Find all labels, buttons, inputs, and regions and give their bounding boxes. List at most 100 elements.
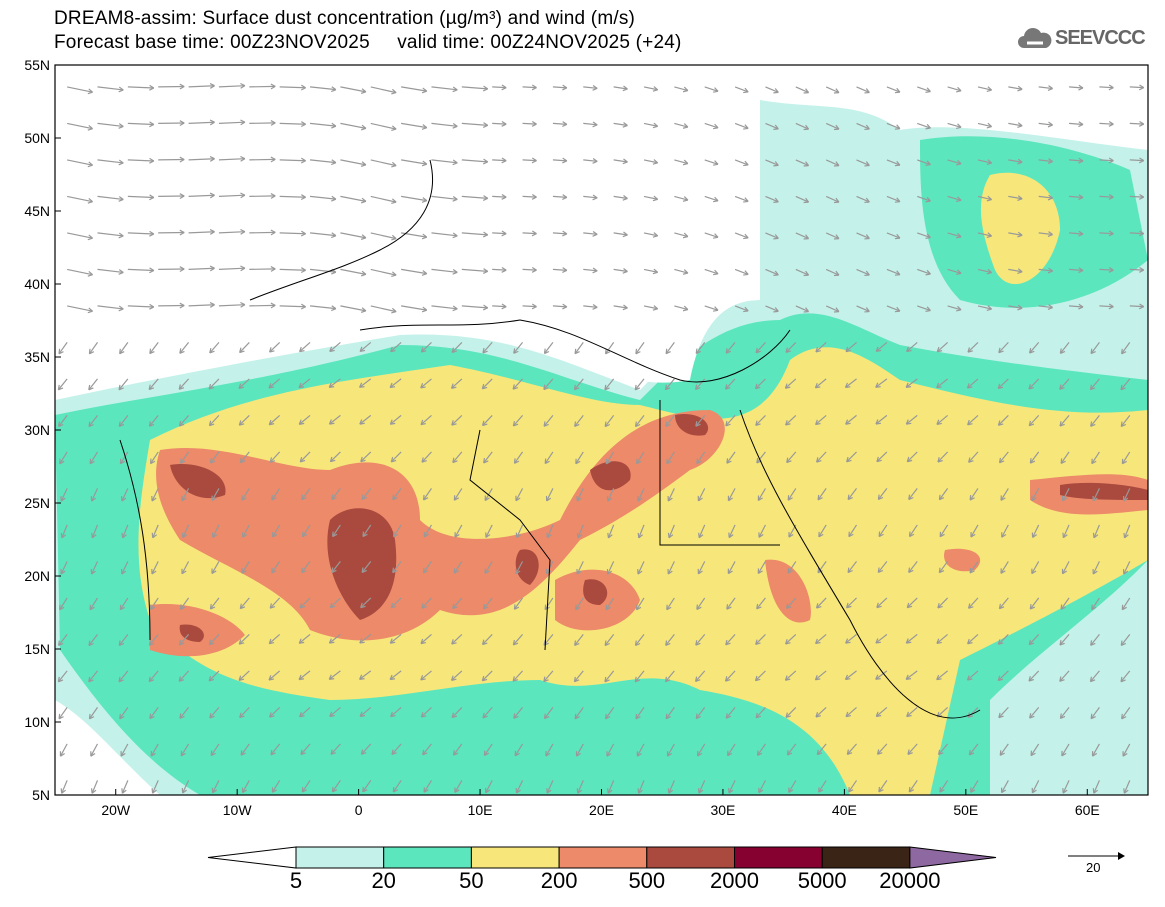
wind-arrow (522, 157, 537, 164)
wind-arrow (814, 670, 827, 681)
dust-fields (55, 65, 1148, 795)
wind-arrow (694, 670, 706, 683)
wind-arrow (91, 524, 99, 539)
wind-arrow (238, 378, 250, 390)
wind-arrow (309, 195, 337, 202)
lat-label: 55N (24, 57, 50, 73)
lon-label: 0 (355, 802, 363, 818)
wind-arrow (513, 597, 524, 610)
wind-arrow (482, 342, 493, 354)
wind-arrow (757, 488, 766, 501)
wind-arrow (361, 488, 372, 501)
wind-arrow (1060, 597, 1070, 610)
wind-arrow (1059, 707, 1070, 719)
wind-arrow (696, 597, 706, 611)
colorbar-label: 5 (289, 868, 303, 893)
wind-arrow (392, 780, 402, 793)
wind-arrow (150, 743, 159, 757)
wind-arrow (392, 561, 402, 574)
wind-arrow (697, 743, 706, 757)
wind-arrow (301, 780, 311, 793)
wind-arrow (917, 195, 931, 203)
wind-arrow (818, 780, 827, 793)
wind-arrow (390, 341, 402, 353)
colorbar-label: 50 (459, 868, 484, 893)
wind-arrow (815, 414, 827, 426)
wind-arrow (725, 707, 736, 719)
wind-arrow (328, 633, 341, 644)
colorbar-label: 200 (540, 868, 578, 893)
wind-arrow (484, 561, 493, 574)
wind-arrow (453, 561, 463, 574)
wind-arrow (59, 451, 68, 465)
wind-arrow (454, 780, 463, 794)
wind-arrow (485, 780, 493, 794)
wind-arrow (522, 303, 537, 310)
wind-arrow (758, 524, 766, 538)
wind-arrow (728, 524, 736, 539)
colorbar-lower-extend (207, 846, 297, 869)
wind-arrow (242, 524, 250, 538)
wind-arrow (605, 597, 615, 611)
colorbar-swatch (646, 846, 735, 869)
wind-arrow (613, 194, 628, 201)
wind-arrow (268, 378, 281, 389)
wind-arrow (977, 86, 993, 92)
wind-arrow (1123, 524, 1131, 539)
wind-arrow (179, 707, 190, 719)
wind-arrow (917, 268, 931, 276)
wind-arrow (89, 451, 99, 465)
wind-arrow (67, 159, 93, 168)
colorbar-swatch (734, 846, 823, 869)
wind-arrow (845, 633, 857, 644)
wind-arrow (574, 707, 584, 720)
wind-arrow (309, 122, 337, 129)
wind-arrow (97, 122, 124, 129)
wind-arrow (936, 378, 948, 389)
colorbar-swatch (558, 846, 648, 869)
wind-arrow (643, 159, 659, 165)
wind-arrow (543, 342, 554, 355)
wind-arrow (60, 488, 68, 502)
wind-arrow (552, 194, 568, 200)
wind-arrow (149, 707, 159, 720)
wind-arrow (218, 265, 246, 272)
wind-arrow (309, 305, 337, 312)
wind-arrow (401, 268, 428, 276)
wind-arrow (522, 266, 537, 273)
wind-arrow (754, 378, 766, 390)
wind-arrow (88, 707, 98, 720)
wind-arrow (966, 378, 979, 389)
wind-arrow (452, 451, 463, 464)
wind-arrow (1099, 121, 1114, 127)
wind-arrow (420, 706, 432, 718)
lon-label: 50E (953, 802, 978, 818)
wind-arrow (886, 232, 901, 240)
lon-label: 10W (223, 802, 253, 818)
wind-arrow (936, 633, 949, 644)
wind-arrow (917, 159, 931, 166)
wind-arrow (422, 488, 432, 501)
seevccc-logo: SEEVCCC (1018, 26, 1146, 50)
wind-arrow (390, 597, 402, 609)
wind-arrow (966, 670, 979, 681)
wind-arrow (795, 268, 810, 277)
wind-arrow (968, 743, 979, 756)
wind-arrow (514, 743, 524, 757)
wind-arrow (917, 122, 931, 130)
wind-arrow (545, 488, 554, 502)
wind-arrow (938, 561, 949, 574)
wind-arrow (158, 266, 185, 273)
logo-text: SEEVCCC (1055, 26, 1146, 49)
wind-arrow (218, 228, 246, 235)
wind-arrow (461, 304, 489, 311)
latitude-labels: 55N 50N 45N 40N 35N 30N 25N 20N 15N 10N 5N (24, 57, 61, 803)
wind-arrow (249, 193, 276, 199)
wind-arrow (1120, 415, 1131, 428)
wind-arrow (1038, 231, 1053, 237)
wind-arrow (119, 451, 129, 465)
wind-arrow (431, 159, 458, 166)
wind-arrow (309, 159, 337, 166)
wind-arrow (643, 195, 659, 202)
wind-arrow (422, 743, 432, 756)
